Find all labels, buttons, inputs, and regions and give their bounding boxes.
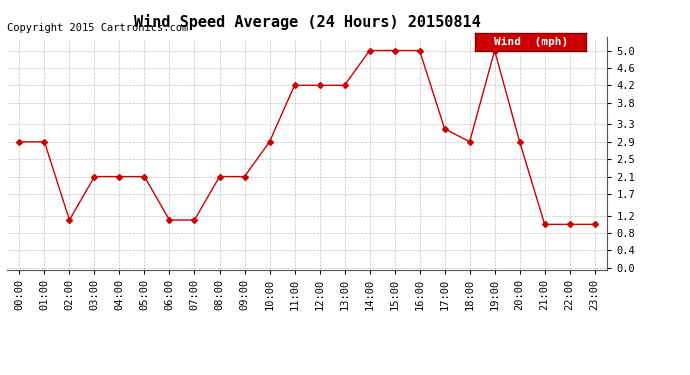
- Text: Copyright 2015 Cartronics.com: Copyright 2015 Cartronics.com: [7, 23, 188, 33]
- Title: Wind Speed Average (24 Hours) 20150814: Wind Speed Average (24 Hours) 20150814: [134, 14, 480, 30]
